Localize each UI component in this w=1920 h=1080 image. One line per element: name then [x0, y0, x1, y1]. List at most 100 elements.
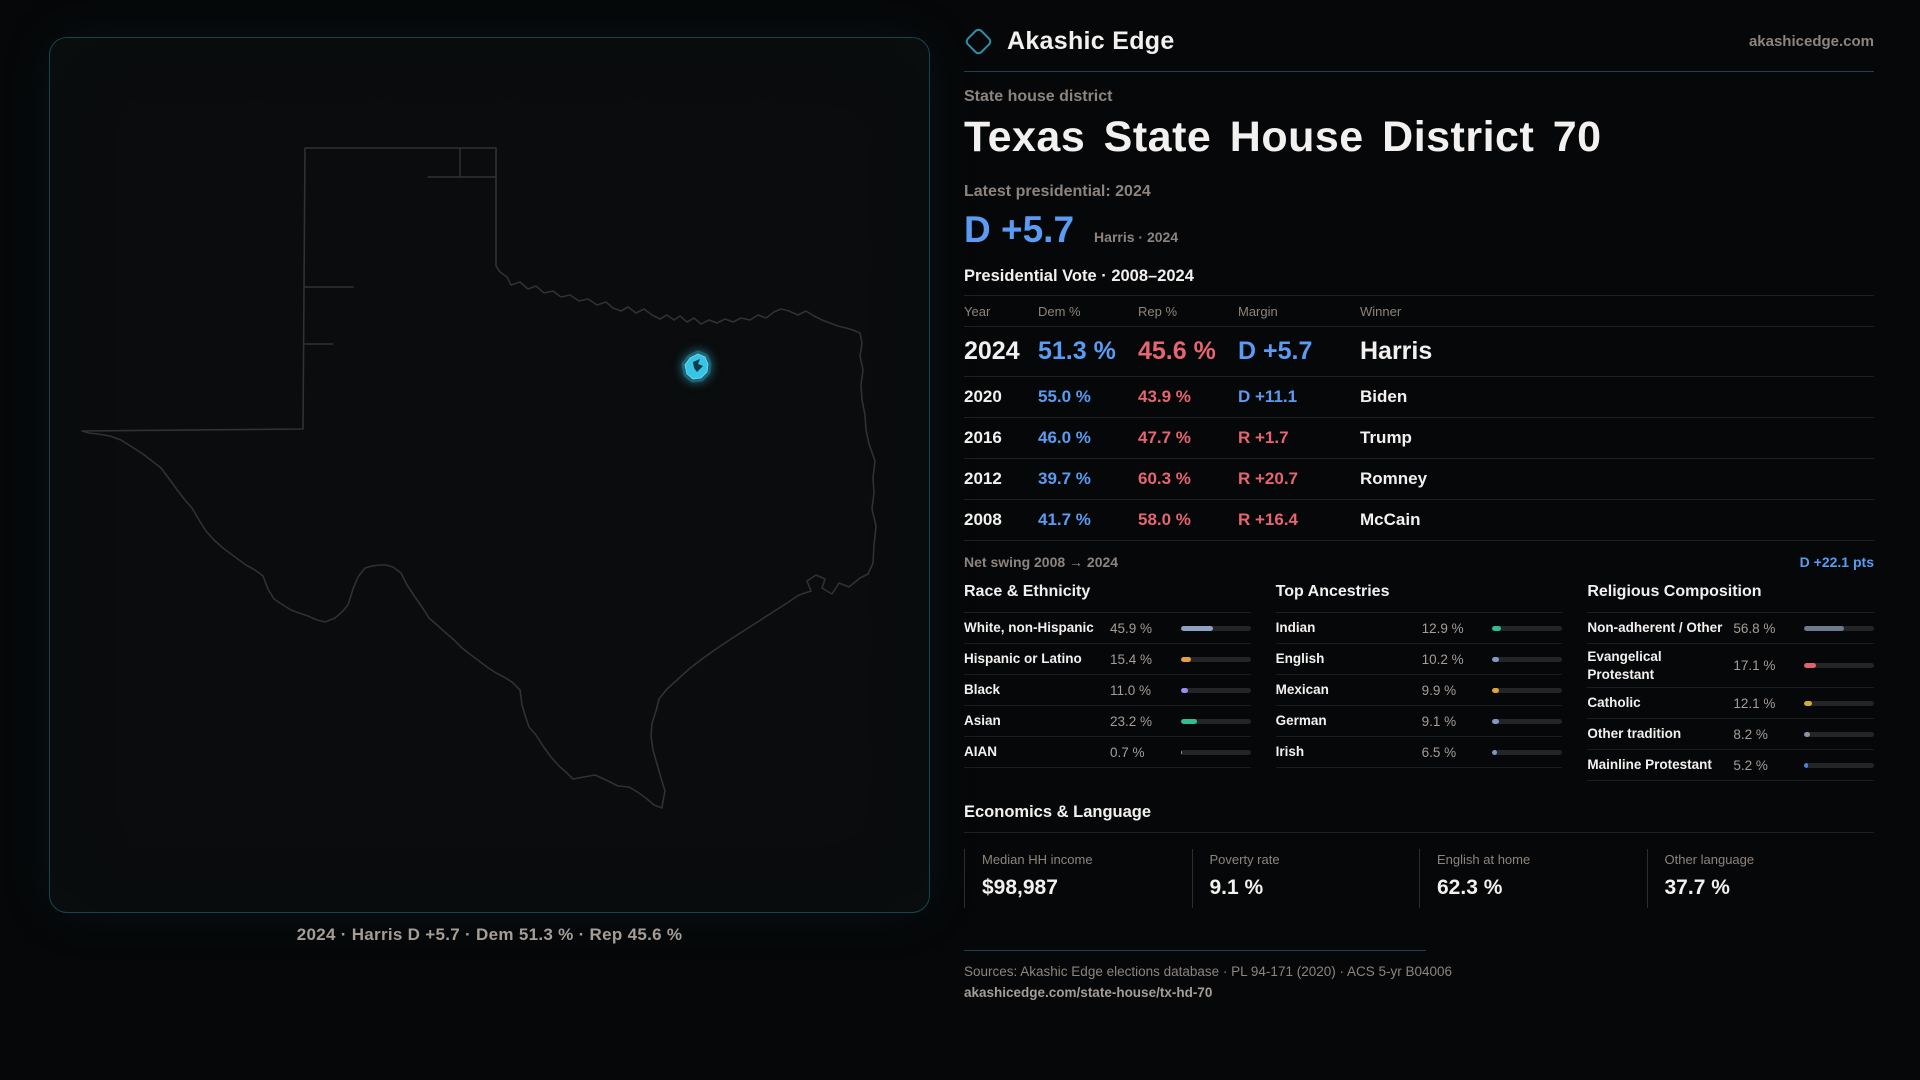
stat-english-at-home: English at home 62.3 % — [1419, 849, 1647, 909]
demo-row: Catholic 12.1 % — [1587, 688, 1874, 720]
demo-row: German 9.1 % — [1275, 706, 1563, 737]
cell-dem: 41.7 % — [1038, 510, 1091, 529]
cell-year: 2012 — [964, 469, 1002, 488]
stat-label: Poverty rate — [1209, 852, 1280, 868]
table-row: 2012 39.7 % 60.3 % R +20.7 Romney — [964, 459, 1874, 500]
demo-value: 45.9 % — [1110, 620, 1153, 636]
cell-winner: McCain — [1360, 510, 1421, 529]
demo-label: Irish — [1275, 744, 1305, 760]
demo-bar — [1180, 687, 1251, 693]
footer-divider — [964, 950, 1426, 952]
demo-label: Black — [964, 682, 1001, 698]
cell-dem: 46.0 % — [1038, 428, 1091, 447]
headline-margin-detail: Harris · 2024 — [1094, 229, 1179, 245]
table-header-row: Year Dem % Rep % Margin Winner — [964, 296, 1874, 327]
stat-value: 37.7 % — [1664, 876, 1730, 900]
brand-name: Akashic Edge — [1007, 27, 1175, 55]
demo-bar — [1803, 663, 1874, 669]
latest-label: Latest presidential: 2024 — [964, 183, 1151, 200]
demo-bar — [1803, 762, 1874, 768]
demo-bar — [1180, 625, 1251, 631]
stat-value: 62.3 % — [1437, 876, 1503, 900]
site-domain-link[interactable]: akashicedge.com — [1748, 33, 1874, 50]
demo-value: 56.8 % — [1733, 620, 1776, 636]
cell-rep: 43.9 % — [1138, 387, 1191, 406]
demo-row: Mexican 9.9 % — [1275, 675, 1563, 706]
cell-rep: 45.6 % — [1138, 337, 1216, 365]
stat-value: 9.1 % — [1209, 876, 1264, 900]
demo-value: 15.4 % — [1110, 651, 1153, 667]
demo-label: Asian — [964, 713, 1001, 729]
net-swing-value: D +22.1 pts — [1799, 554, 1874, 570]
group-title: Top Ancestries — [1275, 583, 1563, 613]
stat-label: Median HH income — [982, 852, 1093, 868]
demo-row: Other tradition 8.2 % — [1587, 719, 1874, 751]
demo-value: 23.2 % — [1110, 713, 1153, 729]
demo-row: Asian 23.2 % — [964, 706, 1251, 737]
cell-rep: 60.3 % — [1138, 469, 1191, 488]
cell-rep: 47.7 % — [1138, 428, 1191, 447]
demo-bar — [1803, 625, 1874, 631]
map-caption: 2024 · Harris D +5.7 · Dem 51.3 % · Rep … — [296, 925, 683, 944]
texas-state-outline — [81, 147, 877, 809]
demo-row: AIAN 0.7 % — [964, 737, 1251, 768]
demo-label: Non-adherent / Other — [1587, 620, 1723, 636]
permalink[interactable]: akashicedge.com/state-house/tx-hd-70 — [964, 985, 1213, 1001]
col-rep: Rep % — [1138, 303, 1178, 319]
cell-dem: 51.3 % — [1038, 337, 1116, 365]
demo-value: 12.1 % — [1733, 695, 1776, 711]
demo-bar — [1803, 700, 1874, 706]
demo-value: 9.1 % — [1421, 713, 1457, 729]
cell-margin: R +1.7 — [1238, 428, 1289, 447]
cell-margin: R +20.7 — [1238, 469, 1299, 488]
cell-dem: 55.0 % — [1038, 387, 1091, 406]
demo-value: 10.2 % — [1421, 651, 1464, 667]
stat-poverty-rate: Poverty rate 9.1 % — [1191, 849, 1420, 909]
demo-row: Evangelical Protestant 17.1 % — [1587, 644, 1874, 689]
page-title: Texas State House District 70 — [964, 113, 1602, 161]
demo-value: 0.7 % — [1110, 744, 1145, 760]
demo-row: Hispanic or Latino 15.4 % — [964, 644, 1251, 675]
map-panel — [49, 37, 930, 913]
cell-winner: Biden — [1360, 387, 1408, 406]
ancestries-column: Top Ancestries Indian 12.9 % English 10.… — [1275, 583, 1563, 781]
demo-value: 12.9 % — [1421, 620, 1464, 636]
demo-value: 5.2 % — [1733, 757, 1768, 773]
demo-value: 11.0 % — [1110, 682, 1152, 698]
cell-dem: 39.7 % — [1038, 469, 1091, 488]
border-detail-lines — [304, 147, 497, 345]
economics-stats: Median HH income $98,987 Poverty rate 9.… — [964, 849, 1875, 909]
demo-row: Black 11.0 % — [964, 675, 1251, 706]
kicker: State house district — [964, 88, 1113, 105]
district-report: Akashic Edge akashicedge.com State house… — [963, 0, 1875, 1002]
stat-other-language: Other language 37.7 % — [1646, 849, 1875, 909]
demo-row: Mainline Protestant 5.2 % — [1587, 750, 1874, 782]
group-title: Religious Composition — [1587, 583, 1874, 613]
demo-bar — [1492, 749, 1563, 755]
cell-rep: 58.0 % — [1138, 510, 1191, 529]
col-margin: Margin — [1238, 303, 1278, 319]
district-marker[interactable] — [681, 350, 712, 383]
table-row: 2008 41.7 % 58.0 % R +16.4 McCain — [964, 500, 1874, 541]
cell-year: 2020 — [964, 387, 1002, 406]
demo-bar — [1180, 718, 1251, 724]
stat-value: $98,987 — [982, 876, 1058, 900]
demo-label: Hispanic or Latino — [964, 651, 1082, 667]
demo-row: Non-adherent / Other 56.8 % — [1587, 613, 1874, 644]
demo-label: White, non-Hispanic — [964, 620, 1094, 636]
cell-winner: Harris — [1360, 337, 1433, 365]
demo-bar — [1492, 687, 1563, 693]
stat-median-hh-income: Median HH income $98,987 — [964, 849, 1192, 909]
table-row: 2024 51.3 % 45.6 % D +5.7 Harris — [964, 327, 1874, 377]
demo-label: English — [1275, 651, 1325, 667]
cell-winner: Trump — [1360, 428, 1412, 447]
demo-value: 17.1 % — [1733, 658, 1776, 674]
demo-value: 8.2 % — [1733, 726, 1768, 742]
demo-bar — [1492, 718, 1563, 724]
demo-label: AIAN — [964, 744, 997, 760]
demo-label: German — [1275, 713, 1327, 729]
net-swing-row: Net swing 2008 → 2024 D +22.1 pts — [964, 541, 1874, 579]
demo-value: 6.5 % — [1421, 744, 1457, 760]
demo-label: Other tradition — [1587, 726, 1682, 742]
cell-margin: R +16.4 — [1238, 510, 1299, 529]
